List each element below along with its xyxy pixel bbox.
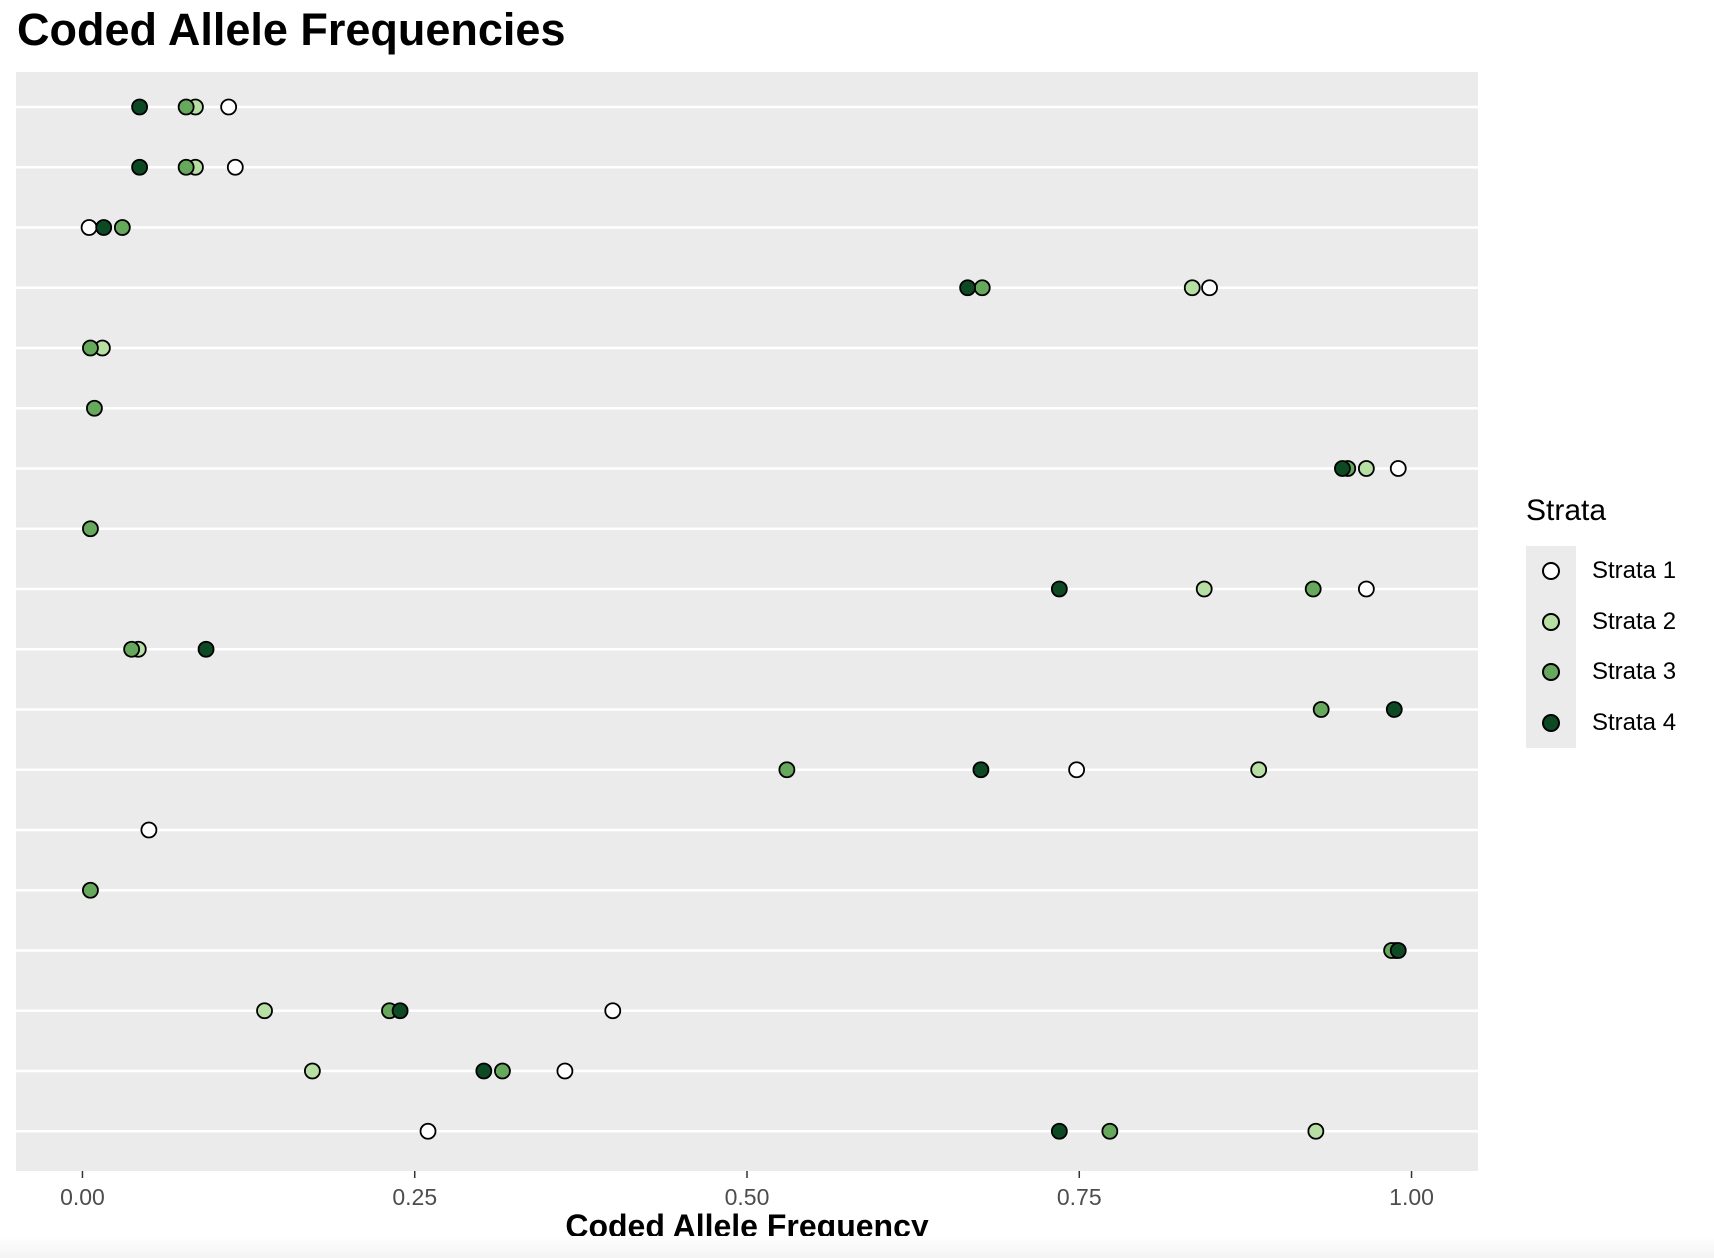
data-points [80, 98, 1407, 1140]
point-strata-2 [1357, 460, 1375, 477]
point-strata-1 [604, 1002, 622, 1020]
legend-item-strata-2: Strata 2 [1526, 596, 1677, 647]
point-strata-3 [123, 640, 141, 658]
x-tick-label: 0.50 [725, 1184, 770, 1210]
point-strata-4 [131, 98, 149, 116]
legend-swatch [1542, 612, 1560, 631]
legend-item-strata-4: Strata 4 [1526, 697, 1677, 748]
legend-key [1526, 546, 1576, 597]
point-strata-2 [1195, 580, 1213, 598]
legend-title: Strata [1526, 494, 1607, 527]
point-strata-3 [86, 399, 103, 417]
legend-label: Strata 2 [1592, 607, 1677, 635]
point-strata-4 [475, 1062, 493, 1080]
legend-item-strata-1: Strata 1 [1526, 546, 1676, 597]
point-strata-4 [1050, 580, 1068, 598]
point-strata-3 [113, 219, 131, 236]
point-strata-4 [959, 279, 977, 297]
legend-label: Strata 1 [1592, 557, 1677, 585]
point-strata-3 [1101, 1122, 1119, 1140]
point-strata-4 [131, 158, 149, 176]
point-strata-3 [494, 1062, 511, 1080]
point-strata-1 [1068, 761, 1086, 779]
point-strata-3 [778, 761, 796, 779]
x-tick-label: 0.00 [60, 1184, 105, 1210]
bottom-edge [0, 1236, 1714, 1258]
point-strata-1 [1201, 279, 1218, 297]
point-strata-1 [140, 821, 158, 839]
legend-key [1526, 647, 1576, 698]
legend-label: Strata 3 [1592, 658, 1677, 686]
point-strata-3 [82, 520, 99, 538]
legend-swatch [1542, 713, 1560, 732]
grid-lines [16, 105, 1478, 1133]
point-strata-2 [256, 1002, 273, 1020]
point-strata-3 [82, 339, 99, 357]
point-strata-3 [1304, 580, 1322, 598]
x-tick-label: 0.25 [392, 1184, 437, 1210]
point-strata-2 [303, 1062, 321, 1080]
x-tick-label: 0.75 [1057, 1184, 1102, 1210]
chart-title: Coded Allele Frequencies [17, 4, 566, 55]
legend-swatch [1542, 562, 1560, 581]
point-strata-1 [1389, 460, 1407, 477]
point-strata-1 [80, 219, 98, 236]
point-strata-1 [220, 98, 238, 116]
point-strata-4 [95, 219, 113, 236]
legend-items: Strata 1 Strata 2 Strata 3 Strata 4 [1526, 546, 1676, 748]
point-strata-1 [419, 1122, 437, 1140]
point-strata-3 [82, 881, 99, 899]
point-strata-1 [226, 158, 244, 176]
legend-key [1526, 596, 1576, 647]
point-strata-4 [1050, 1122, 1068, 1140]
point-strata-4 [1385, 701, 1403, 718]
point-strata-4 [972, 761, 990, 779]
point-strata-3 [177, 158, 195, 176]
legend-key [1526, 697, 1576, 748]
legend-item-strata-3: Strata 3 [1526, 647, 1676, 698]
plot-panel [16, 72, 1478, 1171]
legend: Strata Strata 1 Strata 2 Strata 3 Strata 4 [1526, 494, 1676, 748]
point-strata-2 [1183, 279, 1201, 297]
point-strata-3 [177, 98, 195, 116]
point-strata-1 [556, 1062, 574, 1080]
point-strata-3 [973, 279, 991, 297]
point-strata-2 [1307, 1122, 1325, 1140]
point-strata-2 [1250, 761, 1268, 779]
x-axis-ticks: 0.00 0.25 0.50 0.75 1.00 [60, 1171, 1434, 1210]
point-strata-1 [1357, 580, 1375, 598]
point-strata-4 [391, 1002, 409, 1020]
point-strata-3 [1312, 701, 1330, 718]
x-tick-label: 1.00 [1389, 1184, 1434, 1210]
legend-label: Strata 4 [1592, 708, 1677, 736]
point-strata-4 [197, 640, 215, 658]
point-strata-4 [1389, 942, 1407, 959]
point-strata-4 [1334, 460, 1351, 477]
legend-swatch [1542, 663, 1560, 682]
